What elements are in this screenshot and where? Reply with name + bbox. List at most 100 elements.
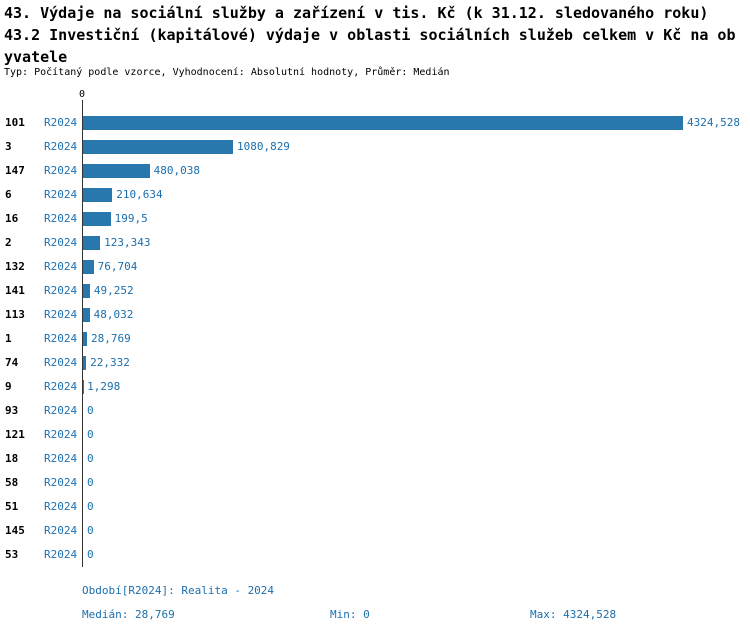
chart-row: 74 R2024 22,332 [0,351,750,375]
bar-value-label: 480,038 [153,164,200,177]
row-series-label: R2024 [44,260,78,273]
chart-row: 141 R2024 49,252 [0,279,750,303]
chart-row: 9 R2024 1,298 [0,375,750,399]
row-category-label: 93 [5,404,19,417]
chart-row: 113 R2024 48,032 [0,303,750,327]
axis-zero-label: 0 [78,89,86,100]
row-category-label: 2 [5,236,12,249]
chart-row: 121 R2024 0 [0,423,750,447]
bar-value-label: 0 [87,524,94,537]
chart-row: 147 R2024 480,038 [0,159,750,183]
bar [83,116,683,130]
row-category-label: 18 [5,452,19,465]
bar-value-label: 4324,528 [687,116,740,129]
row-category-label: 121 [5,428,25,441]
chart-row: 2 R2024 123,343 [0,231,750,255]
bar [83,356,87,370]
row-series-label: R2024 [44,284,78,297]
bar-value-label: 76,704 [97,260,138,273]
row-category-label: 58 [5,476,19,489]
bar-value-label: 0 [87,500,94,513]
bar-value-label: 210,634 [116,188,163,201]
chart-row: 3 R2024 1080,829 [0,135,750,159]
stat-max: Max: 4324,528 [530,608,617,621]
bar-value-label: 1,298 [87,380,121,393]
row-series-label: R2024 [44,116,78,129]
row-series-label: R2024 [44,476,78,489]
row-series-label: R2024 [44,140,78,153]
row-category-label: 101 [5,116,25,129]
bar [83,332,87,346]
chart-row: 18 R2024 0 [0,447,750,471]
chart-row: 93 R2024 0 [0,399,750,423]
bar-value-label: 123,343 [104,236,151,249]
bar-value-label: 28,769 [90,332,131,345]
title-line-3: yvatele [4,48,68,66]
row-series-label: R2024 [44,548,78,561]
bar [83,188,113,202]
row-series-label: R2024 [44,164,78,177]
bar-value-label: 49,252 [93,284,134,297]
chart-row: 1 R2024 28,769 [0,327,750,351]
row-series-label: R2024 [44,404,78,417]
bar [83,236,101,250]
row-category-label: 16 [5,212,19,225]
bar-value-label: 22,332 [90,356,130,369]
stat-median: Medián: 28,769 [82,608,175,621]
row-category-label: 74 [5,356,19,369]
row-category-label: 145 [5,524,25,537]
row-series-label: R2024 [44,356,78,369]
row-series-label: R2024 [44,332,78,345]
report-title: 43. Výdaje na sociální služby a zařízení… [4,2,736,68]
chart-rows: 101 R2024 4324,528 3 R2024 1080,829 147 R2024 48… [0,111,750,567]
bar-value-label: 0 [87,548,94,561]
chart-row: 6 R2024 210,634 [0,183,750,207]
chart-row: 51 R2024 0 [0,495,750,519]
row-series-label: R2024 [44,308,78,321]
bar [83,212,111,226]
bar-value-label: 0 [87,404,94,417]
row-series-label: R2024 [44,452,78,465]
axis-line [82,100,83,567]
chart-row: 16 R2024 199,5 [0,207,750,231]
bar-value-label: 199,5 [114,212,148,225]
row-series-label: R2024 [44,428,78,441]
bar [83,140,233,154]
chart-row: 101 R2024 4324,528 [0,111,750,135]
bar-value-label: 0 [87,476,94,489]
chart-row: 145 R2024 0 [0,519,750,543]
stat-min: Min: 0 [330,608,370,621]
row-series-label: R2024 [44,380,78,393]
footer-period: Období[R2024]: Realita - 2024 [82,584,275,597]
row-category-label: 147 [5,164,25,177]
row-category-label: 53 [5,548,19,561]
row-series-label: R2024 [44,188,78,201]
bar-value-label: 1080,829 [236,140,290,153]
row-series-label: R2024 [44,212,78,225]
row-category-label: 132 [5,260,25,273]
chart-meta: Typ: Počítaný podle vzorce, Vyhodnocení:… [4,67,450,78]
row-category-label: 3 [5,140,12,153]
title-line-1: 43. Výdaje na sociální služby a zařízení… [4,4,709,22]
row-series-label: R2024 [44,236,78,249]
row-category-label: 141 [5,284,25,297]
row-series-label: R2024 [44,524,78,537]
bar [83,308,90,322]
chart-row: 58 R2024 0 [0,471,750,495]
row-series-label: R2024 [44,500,78,513]
row-category-label: 9 [5,380,12,393]
bar-value-label: 0 [87,452,94,465]
row-category-label: 1 [5,332,12,345]
bar-value-label: 0 [87,428,94,441]
chart-row: 132 R2024 76,704 [0,255,750,279]
row-category-label: 6 [5,188,12,201]
row-category-label: 51 [5,500,19,513]
title-line-2: 43.2 Investiční (kapitálové) výdaje v ob… [4,26,736,44]
chart-row: 53 R2024 0 [0,543,750,567]
row-category-label: 113 [5,308,25,321]
bar [83,164,150,178]
bar [83,260,94,274]
bar-value-label: 48,032 [93,308,134,321]
